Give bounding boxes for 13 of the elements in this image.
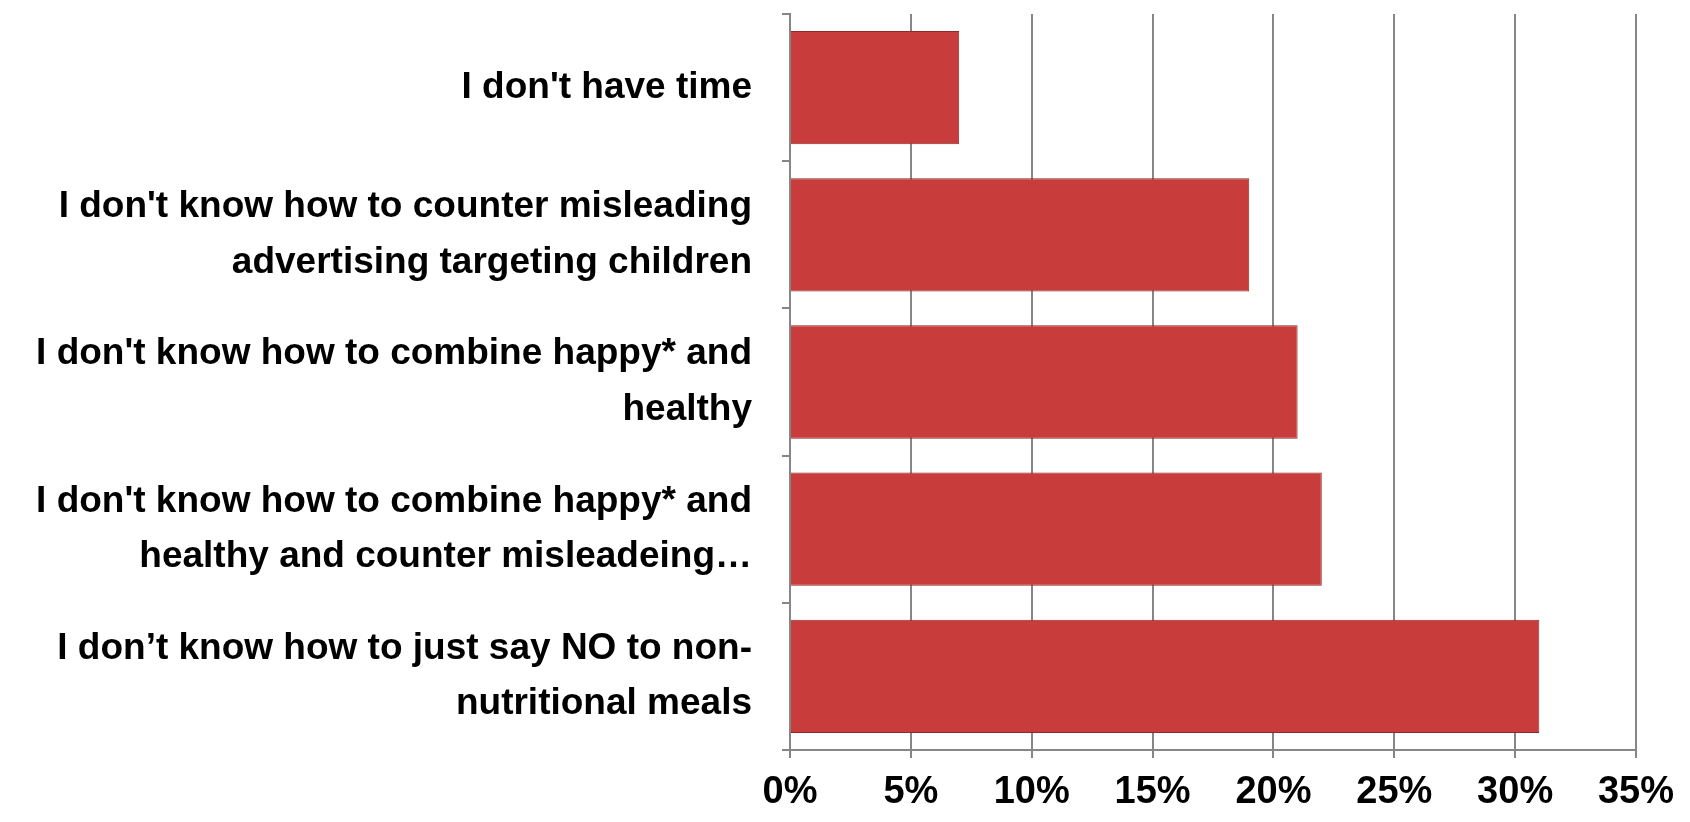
x-tick-label: 25% [1356, 769, 1433, 812]
y-tick-label: I don’t know how to just say NO to non-nutritional meals [57, 625, 752, 723]
x-tick-label: 10% [993, 769, 1070, 812]
y-tick-label: I don't know how to combine happy* and healthy [36, 331, 753, 428]
x-tick-label: 30% [1477, 769, 1554, 812]
x-tick-label: 35% [1597, 769, 1675, 812]
y-tick-label: I don't have time [461, 64, 752, 106]
y-tick-label: I don't know how to combine happy* and healthy and counter misleadeing… [36, 478, 752, 576]
x-tick-label: 0% [762, 769, 818, 812]
x-tick-label: 5% [883, 769, 939, 812]
y-tick-label: I don't know how to counter misleading advertising targeting children [58, 184, 752, 281]
x-tick-label: 15% [1114, 769, 1191, 812]
x-tick-label: 20% [1235, 769, 1312, 812]
